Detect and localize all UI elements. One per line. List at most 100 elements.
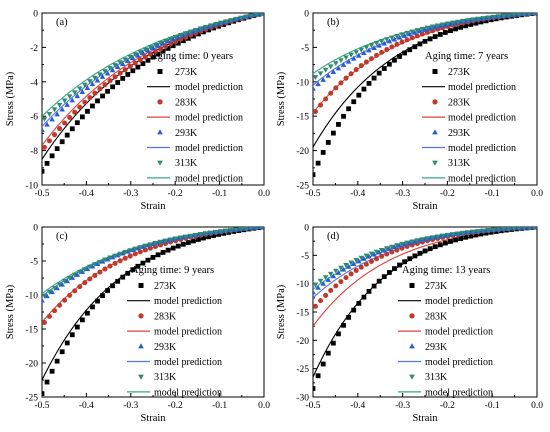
- legend-model-label: model prediction: [175, 173, 243, 184]
- data-point-283K: [67, 114, 73, 120]
- data-point-293K: [335, 65, 342, 71]
- model-line-293K: [313, 13, 537, 86]
- legend-marker-273K: [432, 69, 438, 74]
- data-point-313K: [208, 230, 214, 236]
- data-point-313K: [182, 31, 189, 37]
- panel-label: (d): [327, 231, 340, 242]
- data-point-273K: [150, 254, 156, 260]
- data-point-313K: [414, 28, 421, 34]
- data-point-313K: [343, 55, 349, 61]
- data-layer: [42, 13, 264, 174]
- data-point-313K: [527, 227, 532, 231]
- data-point-313K: [249, 227, 254, 231]
- data-point-283K: [117, 70, 123, 76]
- data-point-313K: [470, 17, 477, 23]
- data-point-273K: [392, 266, 397, 272]
- y-tick-label: -15: [296, 113, 309, 123]
- data-point-293K: [361, 50, 367, 55]
- aging-time-label: Aging time: 0 years: [150, 51, 233, 62]
- data-point-293K: [320, 280, 326, 286]
- data-point-273K: [175, 243, 181, 249]
- data-point-293K: [488, 227, 494, 233]
- data-point-293K: [508, 227, 515, 231]
- data-point-293K: [315, 284, 321, 290]
- data-point-293K: [452, 20, 459, 26]
- y-tick-label: -10: [25, 292, 38, 302]
- data-point-313K: [147, 45, 154, 51]
- data-point-293K: [498, 13, 505, 19]
- data-point-313K: [414, 238, 421, 244]
- data-point-293K: [447, 21, 454, 27]
- data-point-273K: [44, 379, 50, 385]
- data-point-283K: [313, 303, 318, 309]
- x-tick-label: -0.2: [168, 189, 183, 199]
- data-point-273K: [453, 237, 458, 243]
- x-tick-label: -0.2: [440, 189, 455, 199]
- data-point-293K: [315, 81, 321, 87]
- data-point-313K: [233, 16, 239, 22]
- data-point-313K: [532, 13, 537, 17]
- legend-model-label: model prediction: [448, 143, 516, 154]
- data-point-313K: [378, 247, 385, 253]
- panel-label: (b): [327, 17, 340, 28]
- x-tick-label: -0.5: [305, 401, 320, 411]
- data-point-313K: [213, 22, 219, 27]
- legend-marker-293K: [409, 343, 415, 349]
- data-point-293K: [114, 64, 121, 70]
- chart-panel-c: -0.5 -0.4 -0.3 -0.2 -0.1 0.0 0 -5 -10 -15 -20 -25 St…: [5, 224, 270, 425]
- y-tick-label: -20: [296, 337, 309, 347]
- y-tick-label: -2: [30, 44, 38, 54]
- data-point-273K: [330, 340, 336, 346]
- x-tick-label: -0.1: [485, 401, 500, 411]
- data-point-313K: [495, 227, 502, 233]
- data-point-273K: [468, 22, 474, 27]
- data-point-283K: [384, 47, 390, 53]
- data-point-293K: [381, 247, 388, 253]
- data-point-313K: [363, 253, 370, 259]
- data-point-273K: [140, 260, 146, 266]
- data-point-273K: [74, 120, 80, 126]
- data-point-273K: [59, 349, 65, 355]
- data-point-273K: [69, 332, 75, 338]
- legend-marker-273K: [138, 283, 144, 288]
- data-point-313K: [223, 19, 229, 25]
- data-point-313K: [46, 112, 53, 117]
- data-point-293K: [412, 29, 418, 35]
- data-point-273K: [313, 172, 316, 178]
- data-point-293K: [42, 127, 45, 132]
- data-point-293K: [361, 256, 367, 261]
- data-point-283K: [92, 272, 98, 278]
- legend-series-name: 273K: [448, 67, 471, 78]
- data-point-273K: [85, 310, 90, 316]
- data-point-313K: [188, 233, 194, 239]
- data-point-273K: [100, 293, 105, 299]
- data-point-283K: [77, 104, 83, 110]
- data-point-313K: [445, 21, 451, 27]
- legend-series-name: 283K: [154, 311, 177, 322]
- data-point-273K: [366, 288, 372, 294]
- data-point-273K: [432, 244, 438, 250]
- x-tick-label: -0.1: [212, 401, 227, 411]
- data-point-293K: [330, 273, 337, 279]
- data-point-293K: [59, 281, 65, 287]
- data-point-273K: [315, 373, 321, 379]
- data-point-293K: [246, 227, 252, 231]
- data-point-313K: [378, 39, 385, 45]
- data-point-293K: [79, 268, 86, 274]
- data-point-313K: [404, 30, 410, 36]
- data-point-293K: [104, 70, 111, 76]
- data-point-273K: [44, 160, 50, 166]
- data-point-313K: [177, 33, 184, 38]
- data-point-293K: [109, 67, 116, 73]
- data-point-293K: [175, 34, 181, 40]
- data-point-313K: [465, 230, 471, 236]
- data-point-273K: [422, 248, 428, 254]
- data-point-293K: [135, 52, 141, 58]
- data-point-293K: [69, 275, 76, 280]
- data-point-293K: [381, 40, 388, 46]
- data-point-283K: [333, 85, 339, 91]
- data-point-313K: [137, 49, 144, 55]
- data-point-273K: [110, 84, 116, 90]
- y-tick-label: 0: [33, 224, 38, 234]
- data-point-313K: [172, 34, 179, 40]
